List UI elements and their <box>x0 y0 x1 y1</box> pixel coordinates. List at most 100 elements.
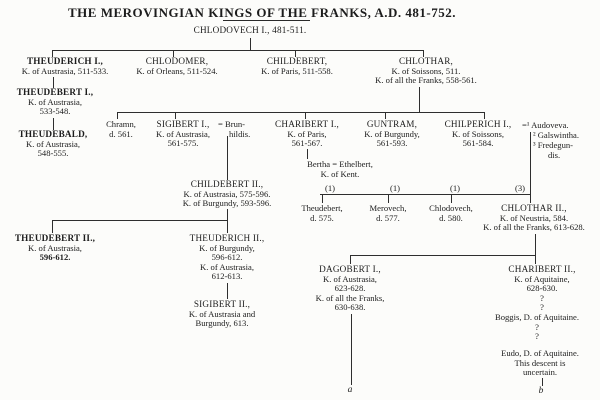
connector <box>117 112 485 113</box>
connector <box>117 112 118 119</box>
person-eudo: Eudo, D. of Aquitaine. This descent is u… <box>501 348 579 378</box>
person-detail: 596-612. <box>39 252 71 262</box>
person-dagobert-i: DAGOBERT I., K. of Austrasia, 623-628. K… <box>315 264 385 313</box>
person-detail: d. 561. <box>109 128 133 139</box>
person-detail: Burgundy, 613. <box>195 318 249 328</box>
wife-number-label: (3) <box>514 183 526 193</box>
person-detail: d. 580. <box>439 212 463 223</box>
person-detail: d. 575. <box>310 212 334 223</box>
connector <box>52 50 53 57</box>
person-detail: K. of all the Franks, <box>315 292 385 303</box>
person-name: THEUDEBERT II., <box>14 233 96 243</box>
person-detail: 628-630. <box>526 283 558 293</box>
connector <box>350 255 351 264</box>
person-name: Theudebert, <box>301 203 343 213</box>
person-theudebald: THEUDEBALD, K. of Austrasia, 548-555. <box>19 129 88 159</box>
person-detail: K. of Austrasia, 511-533. <box>21 65 109 76</box>
person-detail: K. of Austrasia, <box>26 138 80 149</box>
connector <box>320 194 531 195</box>
person-theuderich-ii: THEUDERICH II., K. of Burgundy, 596-612.… <box>189 233 265 282</box>
person-name: Merovech, <box>369 203 407 213</box>
person-chlothar-ii: CHLOTHAR II., K. of Neustria, 584. K. of… <box>483 203 585 233</box>
person-name: SIGIBERT I., <box>156 119 210 129</box>
uncertain-link: ? <box>540 292 544 303</box>
person-name: = Brun- <box>218 119 246 129</box>
connector <box>451 194 452 203</box>
connector <box>53 118 54 130</box>
connector <box>350 255 536 256</box>
uncertain-link: ? <box>535 331 539 341</box>
person-theuderich-i: THEUDERICH I., K. of Austrasia, 511-533. <box>21 56 109 76</box>
person-name: CHILDEBERT II., <box>190 179 264 189</box>
connector <box>542 378 543 386</box>
person-guntram: GUNTRAM, K. of Burgundy, 561-593. <box>364 119 420 149</box>
person-detail: 561-593. <box>376 138 408 148</box>
person-detail: K. of Austrasia and <box>188 308 256 319</box>
person-detail: K. of Austrasia, <box>28 242 82 253</box>
person-chlothar: CHLOTHAR, K. of Soissons, 511. K. of all… <box>375 56 477 86</box>
person-name: CHILDEBERT, <box>266 56 328 66</box>
title-rule <box>223 20 310 21</box>
wife-name: ² Galswintha. <box>533 130 580 140</box>
person-merovech: Merovech, d. 577. <box>369 203 407 223</box>
wife-number-label: (1) <box>324 183 336 193</box>
person-name: Bertha = Ethelbert, <box>307 159 373 169</box>
person-name: Chlodovech, <box>429 203 473 213</box>
connector <box>52 220 53 233</box>
person-detail: K. of Paris, <box>287 128 327 139</box>
page-title: THE MEROVINGIAN KINGS OF THE FRANKS, A.D… <box>68 5 456 20</box>
person-name: DAGOBERT I., <box>319 264 381 274</box>
person-detail: K. of Soissons, <box>451 128 505 139</box>
person-detail: 561-567. <box>291 138 323 148</box>
person-detail: 533-548. <box>39 106 71 116</box>
uncertain-link: ? <box>540 302 544 312</box>
person-detail: K. of Austrasia, <box>28 96 82 107</box>
person-charibert-ii: CHARIBERT II., K. of Aquitaine, 628-630.… <box>508 264 575 313</box>
wife-name: ³ Fredegun- <box>533 140 574 150</box>
connector <box>385 112 386 119</box>
person-chlodovech-i: CHLODOVECH I., 481-511. <box>194 25 307 36</box>
person-chlodomer: CHLODOMER, K. of Orleans, 511-524. <box>136 56 217 76</box>
person-boggis: Boggis, D. of Aquitaine. ? ? <box>495 312 579 342</box>
person-name: Eudo, D. of Aquitaine. <box>501 348 579 358</box>
person-detail: 548-555. <box>37 148 69 158</box>
person-detail: K. of Burgundy, 593-596. <box>182 198 272 208</box>
connector <box>535 255 536 264</box>
person-detail: K. of Soissons, 511. <box>391 65 461 76</box>
person-bertha: Bertha = Ethelbert, K. of Kent. <box>307 159 373 179</box>
wife-number-label: (1) <box>449 183 461 193</box>
connector <box>530 132 531 203</box>
person-childebert: CHILDEBERT, K. of Paris, 511-558. <box>261 56 333 76</box>
connector <box>173 50 174 57</box>
connector <box>227 220 228 233</box>
wife-name: dis. <box>548 150 561 160</box>
person-note: uncertain. <box>522 367 558 377</box>
connector <box>52 50 424 51</box>
connector <box>423 50 424 57</box>
person-detail: K. of Austrasia, <box>323 273 377 284</box>
connector <box>322 194 323 203</box>
person-name: THEUDERICH II., <box>189 233 265 243</box>
person-detail: 630-638. <box>334 302 366 312</box>
person-detail: K. of Paris, 511-558. <box>261 65 333 76</box>
person-detail: 612-613. <box>211 271 243 281</box>
connector <box>307 149 308 159</box>
person-name: THEUDEBERT I., <box>16 87 94 97</box>
connector <box>53 77 54 88</box>
person-detail: K. of all the Franks, 558-561. <box>375 75 477 85</box>
connector <box>227 283 228 299</box>
person-charibert-i: CHARIBERT I., K. of Paris, 561-567. <box>275 119 339 149</box>
person-detail: K. of Burgundy, <box>364 128 420 139</box>
person-chlodovech-d580: Chlodovech, d. 580. <box>429 203 473 223</box>
connector <box>388 194 389 203</box>
person-sigibert-ii: SIGIBERT II., K. of Austrasia and Burgun… <box>188 299 256 329</box>
person-detail: K. of Burgundy, <box>199 242 255 253</box>
person-name: SIGIBERT II., <box>193 299 251 309</box>
person-detail: 561-575. <box>167 138 199 148</box>
person-theudebert-ii: THEUDEBERT II., K. of Austrasia, 596-612… <box>14 233 96 263</box>
person-detail: K. of Aquitaine, <box>514 273 570 284</box>
connector <box>419 87 420 112</box>
person-name: GUNTRAM, <box>366 119 418 129</box>
connector <box>305 112 306 119</box>
